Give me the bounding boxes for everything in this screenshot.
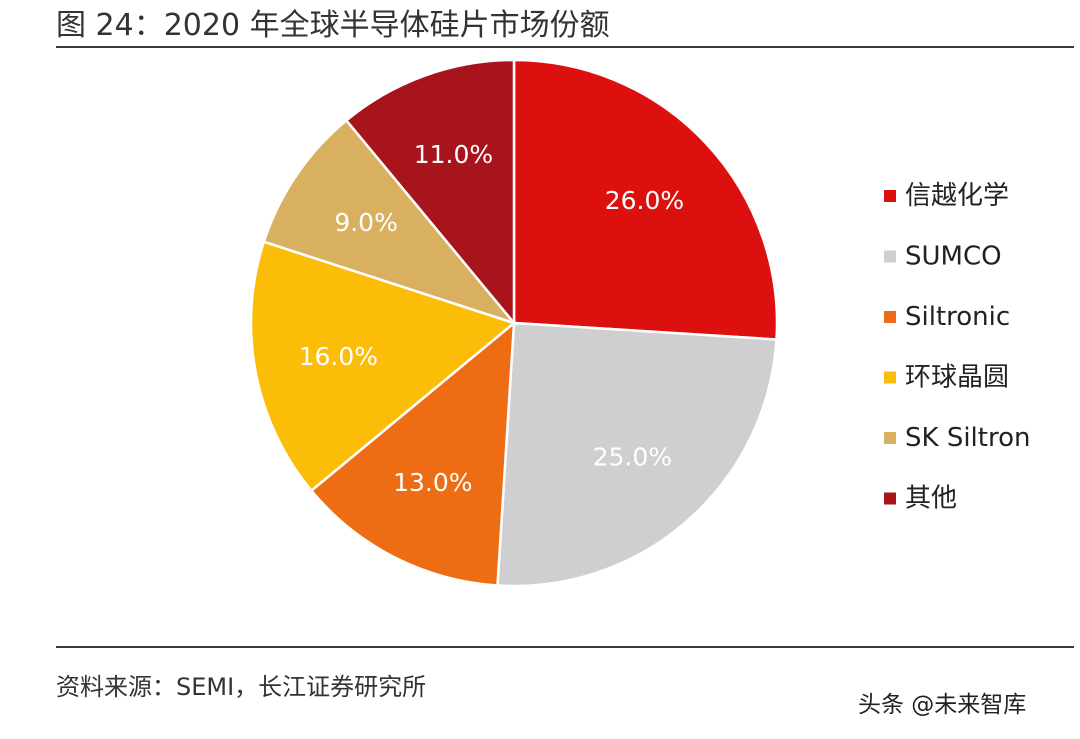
legend-swatch-1: [884, 190, 896, 202]
pie-data-label-6: 11.0%: [414, 140, 493, 169]
pie-slice-1: [512, 58, 779, 341]
pie-slice-6: [344, 58, 516, 327]
pie-slices: [249, 58, 779, 588]
legend-swatch-2: [884, 250, 896, 263]
legend-label-3: Siltronic: [905, 302, 1010, 332]
pie-data-label-3: 13.0%: [393, 468, 472, 497]
legend-label-4: 环球晶圆: [905, 363, 1009, 393]
pie-slice-5: [262, 118, 518, 326]
top-divider: [56, 46, 1074, 48]
bottom-divider: [56, 646, 1074, 648]
legend-swatch-6: [884, 492, 896, 505]
legend-swatch-4: [884, 371, 896, 384]
pie-slice-4: [249, 240, 517, 493]
pie-slice-3: [309, 320, 516, 587]
pie-data-labels: 26.0% 25.0% 13.0% 16.0% 9.0% 11.0%: [299, 140, 685, 497]
legend: 信越化学 SUMCO Siltronic 环球晶圆 SK Siltron 其他: [884, 181, 1030, 514]
watermark-text: 头条 @未来智库: [858, 692, 1027, 718]
legend-swatch-3: [884, 311, 896, 323]
legend-label-5: SK Siltron: [905, 423, 1030, 453]
source-note: 资料来源：SEMI，长江证券研究所: [56, 673, 427, 701]
legend-swatch-5: [884, 432, 896, 444]
pie-data-label-1: 26.0%: [605, 186, 684, 215]
legend-label-2: SUMCO: [905, 242, 1002, 272]
chart-title: 图 24：2020 年全球半导体硅片市场份额: [56, 8, 610, 43]
legend-label-1: 信越化学: [905, 181, 1009, 211]
pie-data-label-5: 9.0%: [334, 208, 398, 237]
legend-label-6: 其他: [905, 484, 957, 514]
pie-data-label-2: 25.0%: [593, 443, 672, 472]
pie-slice-2: [496, 321, 778, 588]
pie-data-label-4: 16.0%: [299, 342, 378, 371]
